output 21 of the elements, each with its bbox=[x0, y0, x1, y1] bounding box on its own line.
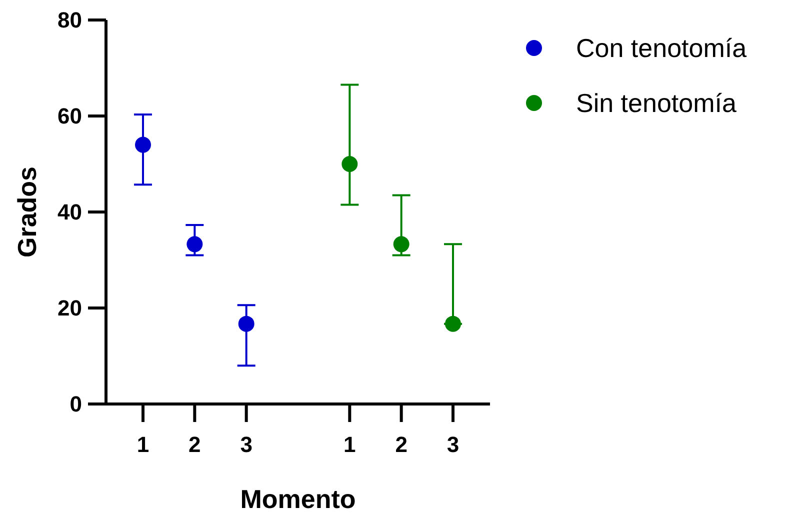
point bbox=[135, 136, 151, 153]
y-tick-label: 80 bbox=[58, 8, 82, 33]
x-axis-title: Momento bbox=[240, 484, 356, 514]
x-tick-label: 1 bbox=[344, 432, 356, 457]
y-tick-label: 40 bbox=[58, 200, 82, 225]
x-tick-label: 2 bbox=[395, 432, 408, 457]
y-tick-label: 60 bbox=[58, 104, 82, 129]
legend-label: Sin tenotomía bbox=[576, 88, 737, 118]
x-tick-label: 2 bbox=[188, 432, 201, 457]
point bbox=[393, 236, 410, 252]
point bbox=[186, 236, 203, 252]
x-tick-label: 3 bbox=[446, 432, 460, 457]
legend-label: Con tenotomía bbox=[576, 33, 748, 64]
point bbox=[342, 156, 358, 172]
x-tick-label: 1 bbox=[136, 432, 150, 457]
y-axis-title: Grados bbox=[12, 166, 42, 258]
point bbox=[445, 316, 461, 332]
point bbox=[238, 316, 254, 332]
y-tick-label: 0 bbox=[70, 392, 82, 417]
x-tick-label: 3 bbox=[240, 432, 252, 457]
y-tick-label: 20 bbox=[58, 296, 82, 321]
